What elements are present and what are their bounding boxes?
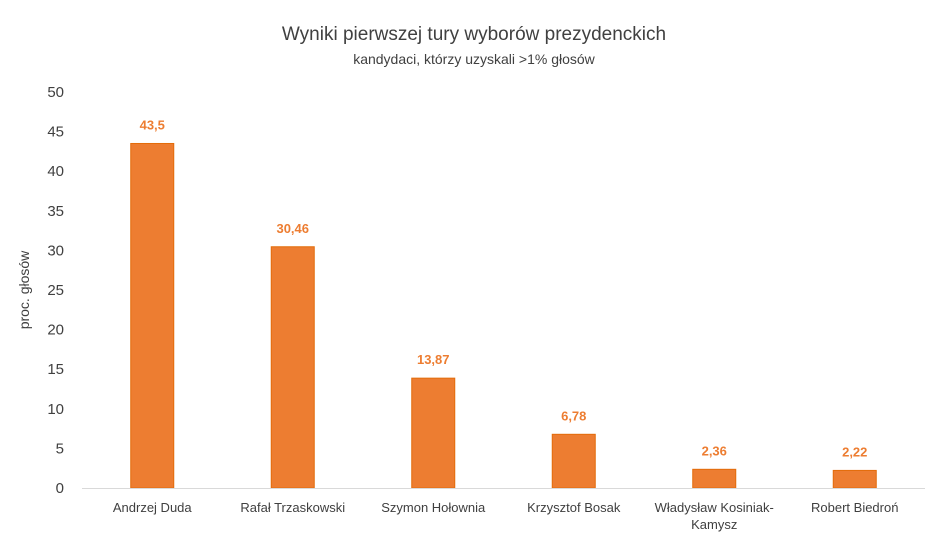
data-label: 2,36 [702, 443, 727, 458]
x-tick-label-line: Władysław Kosiniak- [655, 500, 774, 515]
y-tick-label: 0 [56, 480, 64, 497]
x-tick-label: Robert Biedroń [811, 500, 898, 515]
data-label: 6,78 [561, 408, 586, 423]
data-label: 43,5 [140, 117, 165, 132]
x-tick-label: Władysław Kosiniak- Kamysz [655, 500, 774, 532]
x-tick-label: Andrzej Duda [113, 500, 193, 515]
y-tick-label: 35 [47, 203, 64, 220]
x-tick-label-line: Robert Biedroń [811, 500, 898, 515]
chart-title: Wyniki pierwszej tury wyborów prezydenck… [282, 24, 666, 45]
x-tick-label-line: Rafał Trzaskowski [240, 500, 345, 515]
bar [551, 433, 596, 489]
bar [692, 468, 737, 489]
y-tick-label: 40 [47, 163, 64, 180]
bar [832, 469, 877, 489]
y-tick-label: 20 [47, 322, 64, 339]
x-axis-labels: Andrzej Duda Rafał Trzaskowski Szymon Hoło… [113, 500, 899, 532]
y-tick-label: 15 [47, 361, 64, 378]
y-tick-label: 45 [47, 124, 64, 141]
data-label: 13,87 [417, 352, 450, 367]
x-tick-label: Szymon Hołownia [381, 500, 486, 515]
y-tick-label: 50 [47, 84, 64, 101]
x-tick-label-line: Kamysz [691, 517, 737, 532]
y-tick-label: 30 [47, 242, 64, 259]
data-labels: 43,5 30,46 13,87 6,78 2,36 2,22 [140, 117, 868, 459]
bar [411, 377, 456, 489]
y-axis-label: proc. głosów [16, 250, 32, 329]
y-tick-label: 10 [47, 401, 64, 418]
chart-subtitle: kandydaci, którzy uzyskali >1% głosów [353, 51, 595, 67]
data-label: 30,46 [276, 221, 309, 236]
x-tick-label-line: Szymon Hołownia [381, 500, 486, 515]
x-tick-label-line: Andrzej Duda [113, 500, 193, 515]
x-tick-label-line: Krzysztof Bosak [527, 500, 621, 515]
y-tick-label: 25 [47, 282, 64, 299]
x-tick-label: Rafał Trzaskowski [240, 500, 345, 515]
bar [270, 246, 315, 489]
y-axis-ticks: 0 5 10 15 20 25 30 35 40 45 50 [47, 84, 64, 497]
bar [130, 142, 175, 489]
y-tick-label: 5 [56, 440, 64, 457]
data-label: 2,22 [842, 444, 867, 459]
x-tick-label: Krzysztof Bosak [527, 500, 621, 515]
bars [130, 142, 877, 489]
